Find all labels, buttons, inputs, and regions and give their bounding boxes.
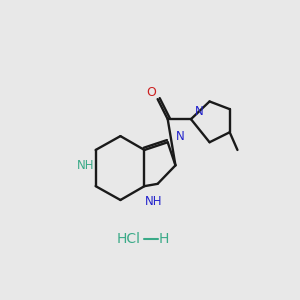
Text: N: N xyxy=(176,130,184,142)
Text: NH: NH xyxy=(145,195,163,208)
Text: NH: NH xyxy=(77,159,94,172)
Text: N: N xyxy=(195,105,204,118)
Text: O: O xyxy=(146,86,156,99)
Text: HCl: HCl xyxy=(117,232,141,245)
Text: H: H xyxy=(159,232,169,245)
